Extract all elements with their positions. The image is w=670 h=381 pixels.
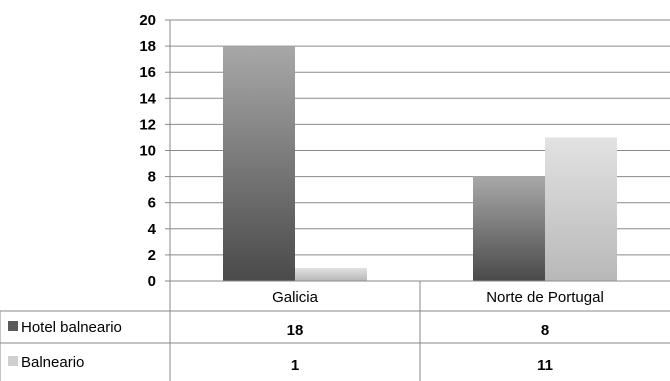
data-label: 18 <box>287 322 304 339</box>
y-axis: 0 2 4 6 8 10 12 14 16 18 20 <box>139 12 171 290</box>
y-tick-label: 10 <box>139 143 156 160</box>
y-tick-label: 20 <box>139 12 156 29</box>
y-tick-label: 0 <box>148 273 156 290</box>
data-label: 1 <box>291 357 299 374</box>
y-tick-label: 12 <box>139 116 156 133</box>
bar <box>545 137 617 281</box>
legend-swatch <box>8 321 18 331</box>
y-tick-label: 18 <box>139 38 156 55</box>
y-tick-label: 2 <box>148 247 156 264</box>
data-label: 11 <box>537 357 553 374</box>
data-label: 8 <box>541 322 549 339</box>
series-label: Hotel balneario <box>21 319 122 336</box>
data-table: Galicia Norte de Portugal Hotel balneario 1… <box>0 280 670 381</box>
y-tick-label: 16 <box>139 64 156 81</box>
legend-swatch <box>8 356 18 366</box>
category-label: Galicia <box>272 289 319 306</box>
y-tick-label: 6 <box>148 195 156 212</box>
bar <box>295 267 367 281</box>
bar <box>223 46 295 281</box>
bar <box>473 176 545 281</box>
series-label: Balneario <box>21 354 84 371</box>
bars <box>223 46 617 281</box>
category-label: Norte de Portugal <box>486 289 604 306</box>
y-tick-label: 4 <box>148 221 157 238</box>
y-tick-label: 14 <box>139 90 156 107</box>
y-tick-label: 8 <box>148 169 156 186</box>
